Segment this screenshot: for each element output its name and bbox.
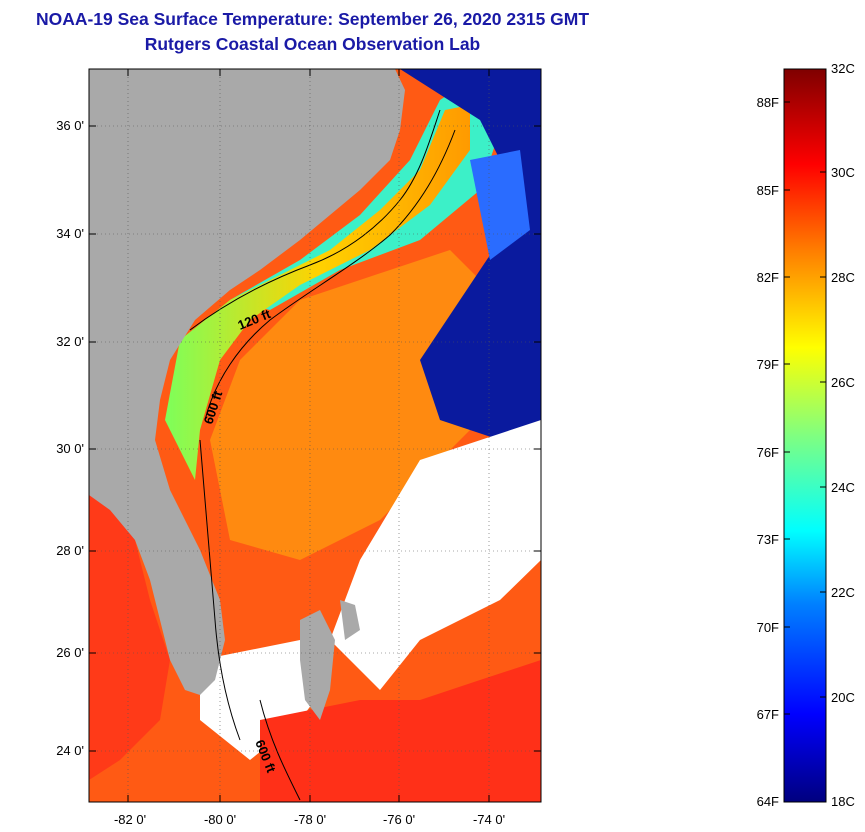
lon-label: -82 0' bbox=[114, 812, 146, 827]
colorbar-celsius-label: 24C bbox=[831, 480, 855, 495]
cloud-mask-east bbox=[330, 420, 541, 690]
lat-label: 28 0' bbox=[56, 543, 84, 558]
contour-line-120ft bbox=[189, 109, 441, 331]
colorbar-celsius-label: 32C bbox=[831, 61, 855, 76]
colorbar-celsius-label: 26C bbox=[831, 375, 855, 390]
colorbar-fahrenheit-label: 67F bbox=[757, 707, 779, 722]
warm-offshore-water bbox=[210, 250, 500, 560]
graticule bbox=[89, 69, 541, 802]
contour-line-south bbox=[259, 699, 301, 801]
lon-label: -76 0' bbox=[383, 812, 415, 827]
colorbar-fahrenheit-label: 73F bbox=[757, 532, 779, 547]
cold-water-patch bbox=[470, 150, 530, 260]
lon-label: -74 0' bbox=[473, 812, 505, 827]
longitude-axis: -82 0' -80 0' -78 0' -76 0' -74 0' bbox=[114, 69, 505, 827]
land-mass bbox=[89, 69, 405, 695]
cool-shelf-water-north bbox=[230, 80, 500, 310]
latitude-axis: 36 0' 34 0' 32 0' 30 0' 28 0' 26 0' 24 0… bbox=[56, 118, 541, 758]
contour-line-600ft bbox=[204, 129, 456, 421]
colorbar-fahrenheit-label: 70F bbox=[757, 620, 779, 635]
colorbar-fahrenheit-label: 64F bbox=[757, 794, 779, 809]
lat-label: 36 0' bbox=[56, 118, 84, 133]
colorbar-fahrenheit-label: 88F bbox=[757, 95, 779, 110]
colorbar-celsius-label: 28C bbox=[831, 270, 855, 285]
cloud-mask-south bbox=[200, 640, 330, 760]
colorbar-celsius-label: 20C bbox=[831, 690, 855, 705]
colorbar-fahrenheit-label: 76F bbox=[757, 445, 779, 460]
colorbar-gradient bbox=[783, 68, 827, 803]
map-title: NOAA-19 Sea Surface Temperature: Septemb… bbox=[35, 9, 590, 29]
map-frame bbox=[88, 68, 542, 803]
lat-label: 34 0' bbox=[56, 226, 84, 241]
colorbar: 32C 30C 28C 26C 24C 22C 20C 18C 88F 85F … bbox=[757, 61, 855, 809]
lon-label: -80 0' bbox=[204, 812, 236, 827]
lat-label: 26 0' bbox=[56, 645, 84, 660]
bahamas-island-2 bbox=[340, 600, 360, 640]
warm-water-south bbox=[260, 660, 541, 802]
lat-label: 32 0' bbox=[56, 334, 84, 349]
colorbar-celsius-label: 30C bbox=[831, 165, 855, 180]
colorbar-fahrenheit-label: 79F bbox=[757, 357, 779, 372]
lat-label: 30 0' bbox=[56, 441, 84, 456]
colorbar-celsius-label: 22C bbox=[831, 585, 855, 600]
map-area: 120 ft 600 ft 600 ft bbox=[89, 69, 541, 802]
lat-label: 24 0' bbox=[56, 743, 84, 758]
colorbar-fahrenheit-label: 85F bbox=[757, 183, 779, 198]
lon-label: -78 0' bbox=[294, 812, 326, 827]
colorbar-celsius-label: 18C bbox=[831, 794, 855, 809]
colorbar-fahrenheit-label: 82F bbox=[757, 270, 779, 285]
contour-line-florida bbox=[199, 439, 241, 741]
coastal-transition-water bbox=[165, 105, 470, 480]
map-subtitle: Rutgers Coastal Ocean Observation Lab bbox=[144, 34, 481, 54]
gulf-of-mexico-water bbox=[89, 490, 170, 780]
bahamas-island-1 bbox=[300, 610, 335, 720]
